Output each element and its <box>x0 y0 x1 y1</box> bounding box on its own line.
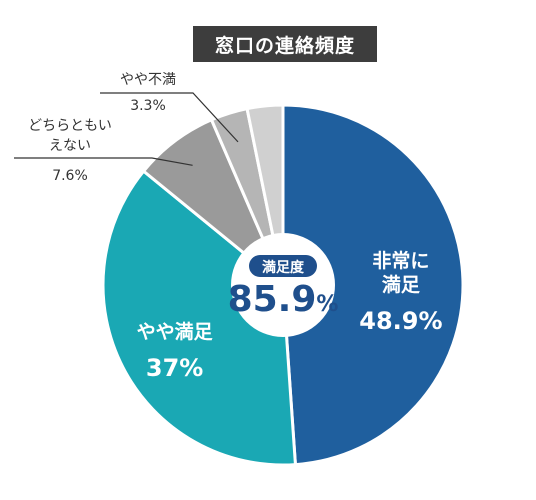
center-value: 85.9% <box>228 279 339 320</box>
slice-label-very-satisfied: 非常に <box>372 249 429 272</box>
center-label: 満足度 <box>262 259 305 276</box>
leader-line-somewhat-dissatisfied <box>100 92 239 143</box>
slice-label-neutral: えない <box>49 138 91 154</box>
slice-value-somewhat-dissatisfied: 3.3% <box>130 98 166 114</box>
pie-slice-somewhat-satisfied <box>101 169 298 467</box>
pie-slice-very-satisfied <box>281 103 465 467</box>
slice-label-very-satisfied: 満足 <box>382 274 421 296</box>
center-label-badge <box>249 255 317 277</box>
leader-line-neutral <box>14 157 193 166</box>
slice-label-neutral: どちらともい <box>28 118 112 134</box>
slice-label-somewhat-dissatisfied: やや不満 <box>120 72 176 88</box>
slice-value-somewhat-satisfied: 37% <box>146 354 203 382</box>
chart-title: 窓口の連絡頻度 <box>193 26 377 62</box>
slice-label-somewhat-satisfied: やや満足 <box>137 321 214 343</box>
slice-value-neutral: 7.6% <box>52 168 88 184</box>
slice-value-very-satisfied: 48.9% <box>359 307 442 335</box>
